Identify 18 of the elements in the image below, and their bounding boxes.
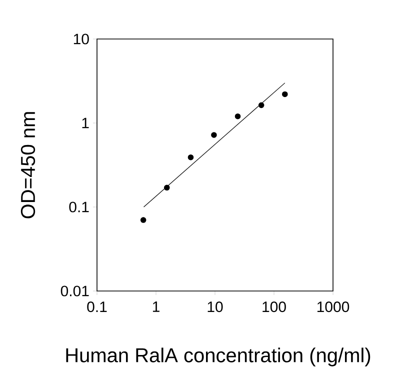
point (164, 184, 170, 191)
y-tick-label: 10 (74, 34, 89, 44)
y-tick-label: 0.01 (60, 286, 89, 296)
point (188, 154, 194, 160)
point (258, 102, 264, 108)
x-tick-label: 1000 (317, 302, 350, 312)
y-tick-label: 0.1 (69, 202, 89, 212)
point (140, 217, 146, 223)
x-axis-title: Human RalA concentration (ng/ml) (66, 348, 370, 366)
point (234, 113, 241, 120)
x-tick-label: 10 (208, 302, 223, 312)
y-tick-label: 1 (82, 118, 89, 128)
x-tick-label: 1 (152, 302, 160, 312)
y-axis-title: OD=450 nm (20, 112, 36, 218)
x-tick-label: 100 (262, 302, 286, 312)
x-tick-label: 0.1 (87, 302, 107, 312)
point (211, 132, 217, 138)
point (282, 91, 288, 98)
